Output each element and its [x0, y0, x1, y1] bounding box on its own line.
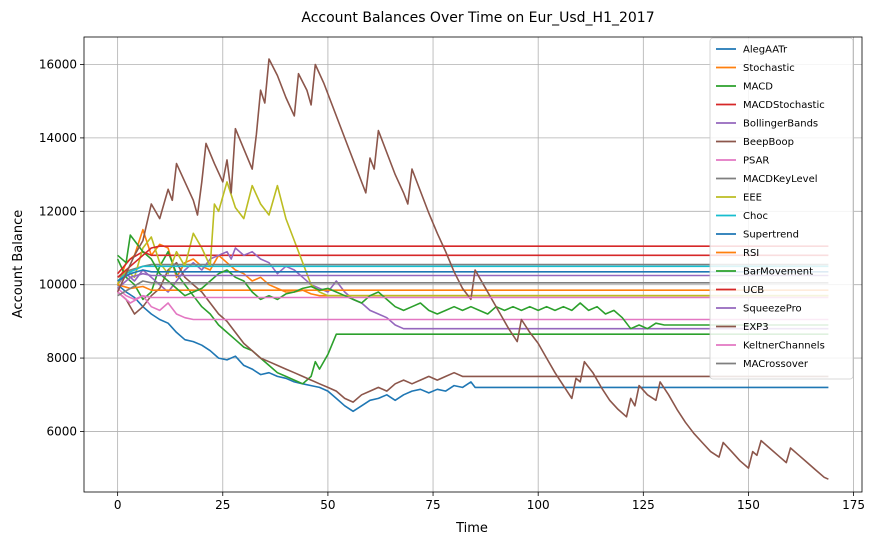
series-line-macrossover — [117, 280, 829, 297]
legend-label: RSI — [743, 248, 759, 259]
legend-label: PSAR — [743, 156, 769, 167]
y-tick-label: 10000 — [39, 278, 77, 292]
series-line-keltnerchannels — [117, 291, 829, 304]
legend-label: KeltnerChannels — [743, 341, 825, 352]
x-tick-label: 100 — [527, 498, 550, 512]
legend-label: BollingerBands — [743, 119, 818, 130]
legend-label: MACDKeyLevel — [743, 174, 818, 185]
legend-label: BeepBoop — [743, 137, 794, 148]
series-line-squeezepro — [117, 272, 829, 290]
axis-ticks: 0 25 50 75 100 125 150 175 6000 8000 10000 12000 140… — [39, 58, 865, 512]
series-line-choc — [117, 265, 829, 282]
series-line-psar — [117, 287, 829, 321]
legend-label: MACDStochastic — [743, 100, 825, 111]
y-tick-label: 14000 — [39, 131, 77, 145]
legend-label: Supertrend — [743, 230, 799, 241]
legend-label: UCB — [743, 285, 764, 296]
series-line-eee — [116, 181, 829, 297]
legend-label: MACD — [743, 82, 773, 93]
plot-frame — [83, 36, 863, 493]
x-tick-label: 75 — [425, 498, 440, 512]
x-tick-label: 175 — [842, 498, 865, 512]
x-tick-label: 50 — [320, 498, 335, 512]
legend-label: EXP3 — [743, 322, 769, 333]
x-tick-label: 25 — [215, 498, 230, 512]
legend-label: BarMovement — [743, 267, 813, 278]
y-axis-label: Account Balance — [11, 210, 26, 318]
legend-label: Stochastic — [743, 63, 795, 74]
legend-label: AlegAATr — [743, 45, 788, 56]
y-tick-label: 8000 — [46, 351, 77, 365]
x-tick-label: 0 — [114, 498, 122, 512]
legend: AlegAATr Stochastic MACD MACDStochastic Boll… — [709, 37, 854, 380]
series-line-supertrend — [117, 269, 829, 282]
x-axis-label: Time — [455, 521, 488, 536]
legend-label: SqueezePro — [743, 304, 802, 315]
legend-label: MACrossover — [743, 359, 809, 370]
legend-box — [709, 37, 854, 380]
x-tick-label: 150 — [737, 498, 760, 512]
series-line-rsi — [117, 283, 829, 292]
y-tick-label: 6000 — [46, 424, 77, 438]
chart-title: Account Balances Over Time on Eur_Usd_H1… — [301, 10, 654, 26]
y-tick-label: 16000 — [39, 58, 77, 72]
y-tick-label: 12000 — [39, 204, 77, 218]
legend-label: Choc — [743, 211, 768, 222]
series-line-exp3 — [116, 58, 829, 480]
series-lines — [116, 58, 829, 480]
series-line-barmovement — [117, 234, 829, 330]
x-tick-label: 125 — [632, 498, 655, 512]
legend-label: EEE — [743, 193, 762, 204]
